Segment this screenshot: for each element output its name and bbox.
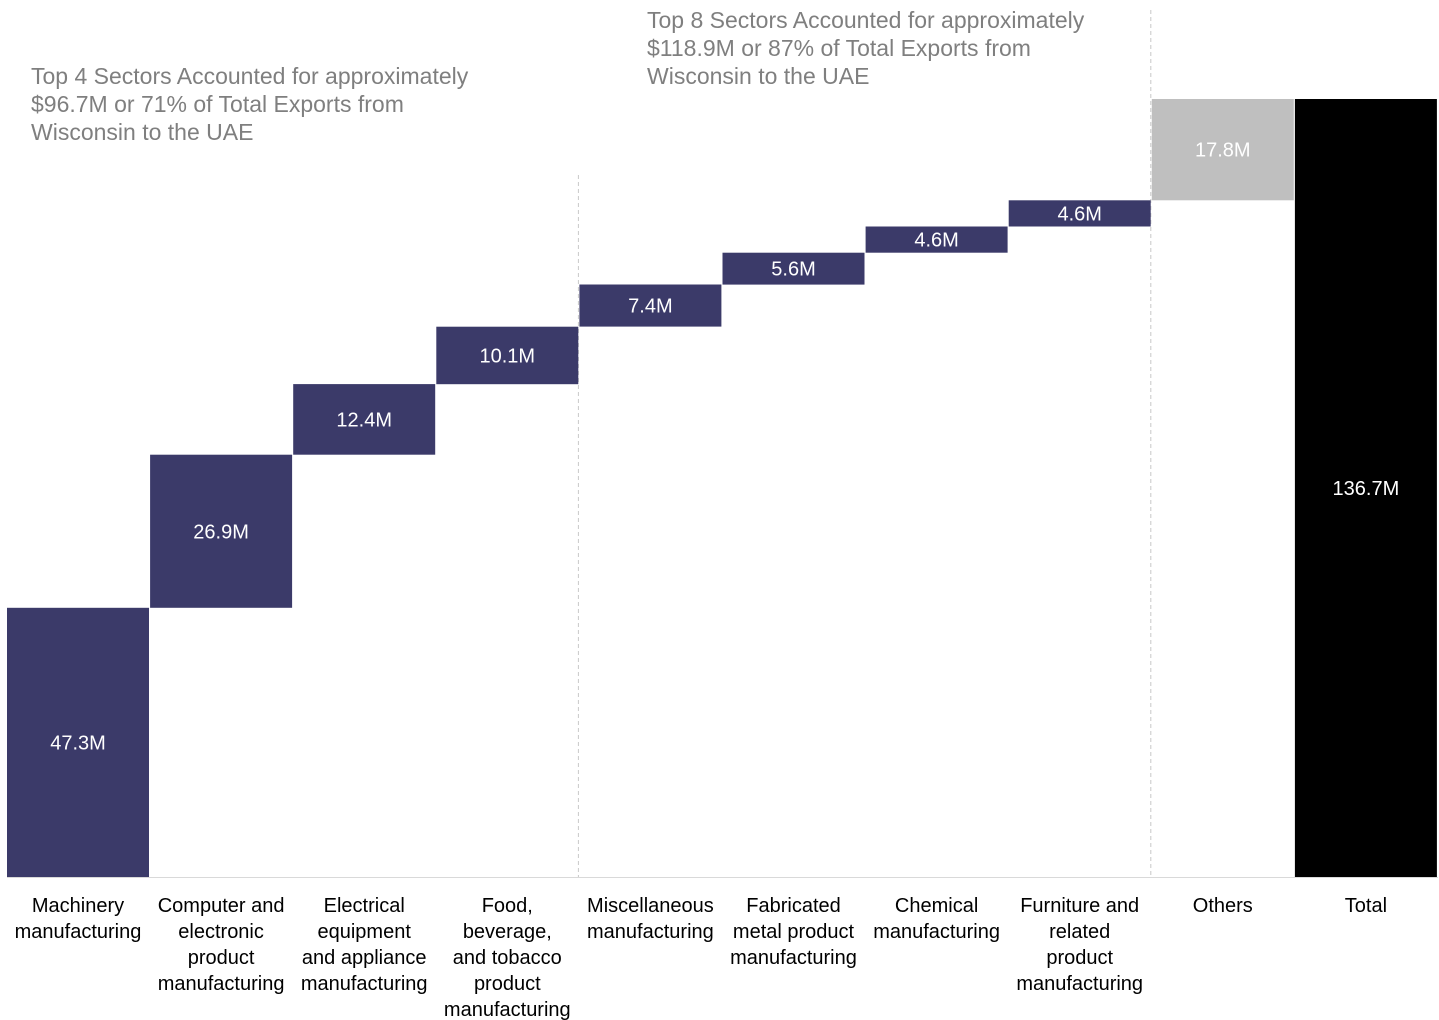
- annotation-line: $96.7M or 71% of Total Exports from: [31, 91, 404, 117]
- data-label: 4.6M: [1057, 203, 1101, 225]
- data-label: 17.8M: [1195, 140, 1251, 162]
- others-bar: [1151, 99, 1294, 201]
- data-label-layer: 47.3M 26.9M 12.4M 10.1M 7.4M 5.6M 4.6M 4.6M 17.8…: [50, 140, 1399, 755]
- annotation-line: Wisconsin to the UAE: [647, 63, 870, 89]
- category-label: Machinery manufacturing: [15, 895, 142, 943]
- bar-layer: [7, 99, 1437, 877]
- annotation-top8-sectors: Top 8 Sectors Accounted for approximatel…: [647, 6, 1084, 90]
- waterfall-bar: [150, 454, 293, 608]
- category-label: Computer and electronic product manufacturi…: [158, 895, 285, 995]
- category-label: Fabricated metal product manufacturing: [730, 895, 857, 969]
- waterfall-bar: [722, 252, 865, 285]
- waterfall-bar: [1008, 200, 1151, 227]
- data-label: 136.7M: [1333, 478, 1400, 500]
- waterfall-bar: [579, 284, 722, 327]
- category-label: Furniture and related product manufacturing: [1016, 895, 1143, 995]
- annotation-top4-sectors: Top 4 Sectors Accounted for approximatel…: [31, 62, 468, 146]
- waterfall-bar: [436, 326, 579, 385]
- category-label: Food, beverage, and tobacco product manufact…: [444, 895, 571, 1020]
- data-label: 7.4M: [628, 296, 672, 318]
- category-label: Total: [1345, 895, 1387, 917]
- category-label: Electrical equipment and appliance manufact…: [301, 895, 428, 995]
- category-label-layer: Machinery manufacturing Computer and electr…: [15, 895, 1387, 1020]
- annotation-line: Wisconsin to the UAE: [31, 119, 254, 145]
- category-label: Miscellaneous manufacturing: [587, 895, 714, 943]
- data-label: 26.9M: [193, 521, 249, 543]
- category-label: Others: [1193, 895, 1253, 917]
- category-label: Chemical manufacturing: [873, 895, 1000, 943]
- annotation-line: Top 8 Sectors Accounted for approximatel…: [647, 7, 1085, 33]
- waterfall-bar: [865, 226, 1008, 253]
- total-bar: [1294, 99, 1437, 877]
- data-label: 47.3M: [50, 732, 106, 754]
- data-label: 10.1M: [480, 345, 536, 367]
- annotation-line: Top 4 Sectors Accounted for approximatel…: [31, 63, 469, 89]
- data-label: 5.6M: [771, 259, 815, 281]
- divider-layer: [577, 10, 1152, 877]
- waterfall-bar: [7, 607, 149, 877]
- annotation-line: $118.9M or 87% of Total Exports from: [647, 35, 1031, 61]
- data-label: 12.4M: [336, 409, 392, 431]
- waterfall-bar: [293, 384, 436, 455]
- data-label: 4.6M: [914, 230, 958, 252]
